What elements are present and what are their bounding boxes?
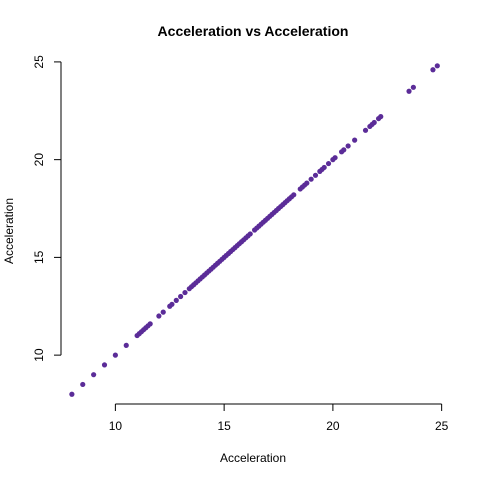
data-point [247,231,253,237]
y-axis-label: Acceleration [2,198,16,264]
data-point [312,172,319,178]
data-point [80,381,86,388]
x-tick-label: 10 [109,419,123,433]
data-point [112,352,118,358]
data-points [69,63,440,397]
x-tick-label: 20 [326,419,340,433]
data-point [156,313,162,319]
y-tick-label: 25 [32,55,46,69]
chart-title: Acceleration vs Acceleration [158,23,349,39]
data-point [341,147,347,153]
data-point [321,164,327,171]
x-axis-label: Acceleration [220,451,286,465]
data-point [325,160,332,167]
data-point [378,114,384,120]
y-tick-label: 15 [32,250,46,264]
data-point [430,67,436,73]
data-point [304,180,310,186]
data-point [91,372,97,378]
data-point [169,301,175,307]
data-point [362,127,369,133]
data-point [291,192,297,198]
data-point [410,84,416,90]
x-axis: 10 15 20 25 [109,403,449,433]
data-point [345,143,351,149]
x-tick-label: 25 [435,419,449,433]
x-tick-label: 15 [217,419,231,433]
data-point [101,362,108,368]
data-point [352,137,358,143]
data-point [178,293,184,300]
data-point [147,321,153,327]
y-axis: 10 15 20 25 [32,55,62,362]
data-point [434,63,440,69]
y-tick-label: 10 [32,348,46,362]
data-point [332,155,338,161]
data-point [308,176,314,182]
y-tick-label: 20 [32,153,46,167]
data-point [173,297,179,303]
data-point [123,342,129,348]
data-point [182,289,188,296]
data-point [160,309,166,315]
data-point [406,88,412,94]
data-point [69,391,75,397]
data-point [371,119,377,126]
